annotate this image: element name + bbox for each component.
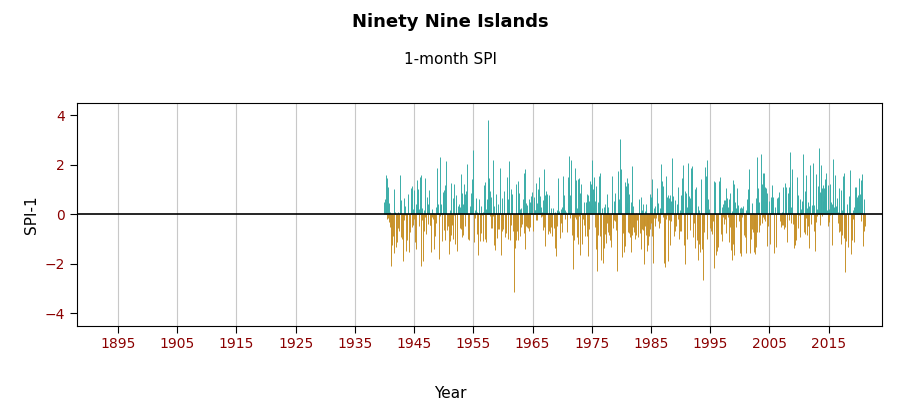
Y-axis label: SPI-1: SPI-1 xyxy=(23,195,39,234)
Text: Ninety Nine Islands: Ninety Nine Islands xyxy=(352,13,548,31)
Text: 1-month SPI: 1-month SPI xyxy=(403,52,497,68)
Text: Year: Year xyxy=(434,386,466,401)
